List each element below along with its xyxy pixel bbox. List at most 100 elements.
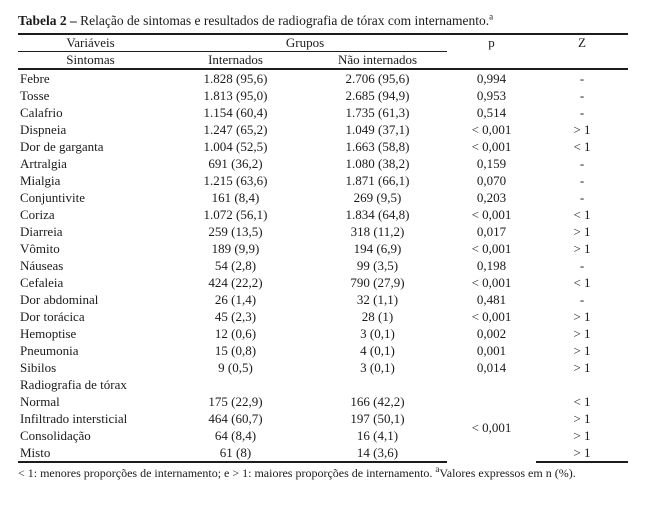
table-row-consolidacao: Consolidação 64 (8,4) 16 (4,1) > 1 (18, 427, 628, 444)
radiography-label: Infiltrado intersticial (20, 411, 128, 426)
table-title-number: Tabela 2 – (18, 13, 77, 28)
footnote-text-1: < 1: menores proporções de internamento;… (18, 466, 436, 480)
p-value-merged: < 0,001 (471, 420, 512, 435)
nao-internados-value: 14 (3,6) (308, 444, 447, 463)
nao-internados-value: 1.834 (64,8) (345, 207, 410, 222)
table-row-cefaleia: Cefaleia 424 (22,2) 790 (27,9) < 0,001 < 1 (18, 274, 628, 291)
p-value: 0,481 (476, 292, 507, 307)
z-value: < 1 (573, 275, 591, 290)
nao-internados-value: 318 (11,2) (350, 224, 405, 239)
z-value: > 1 (573, 122, 591, 137)
table-title-footnote-marker: a (489, 11, 494, 22)
internados-value: 26 (1,4) (214, 292, 257, 307)
footnote-marker: a (435, 464, 440, 474)
table-row-calafrio: Calafrio 1.154 (60,4) 1.735 (61,3) 0,514 - (18, 104, 628, 121)
z-value: - (579, 258, 585, 273)
nao-internados-value: 32 (1,1) (356, 292, 399, 307)
symptom-label: Tosse (20, 88, 50, 103)
header-variaveis: Variáveis (18, 34, 163, 52)
z-value: > 1 (573, 241, 591, 256)
table-header: Variáveis Grupos p Z Sintomas Internados… (18, 34, 628, 70)
nao-internados-value: 2.706 (95,6) (345, 71, 410, 86)
p-value: 0,203 (476, 190, 507, 205)
nao-internados-value: 1.080 (38,2) (345, 156, 410, 171)
nao-internados-value: 790 (27,9) (350, 275, 405, 290)
z-value: > 1 (573, 411, 591, 426)
symptom-label: Dor de garganta (20, 139, 104, 154)
table-row-sibilos: Sibilos 9 (0,5) 3 (0,1) 0,014 > 1 (18, 359, 628, 376)
p-value: < 0,001 (471, 275, 512, 290)
internados-value: 1.813 (95,0) (203, 88, 268, 103)
internados-value: 161 (8,4) (211, 190, 260, 205)
internados-value: 45 (2,3) (214, 309, 257, 324)
internados-value: 54 (2,8) (214, 258, 257, 273)
internados-value: 464 (60,7) (208, 411, 263, 426)
header-z: Z (536, 34, 628, 70)
internados-value: 61 (8) (163, 444, 308, 463)
nao-internados-value: 2.685 (94,9) (345, 88, 410, 103)
internados-value: 1.072 (56,1) (203, 207, 268, 222)
nao-internados-value: 1.735 (61,3) (345, 105, 410, 120)
header-row-columns: Sintomas Internados Não internados (18, 51, 628, 70)
z-value: - (579, 156, 585, 171)
p-value: 0,159 (476, 156, 507, 171)
radiography-label: Misto (18, 444, 163, 463)
p-value: < 0,001 (471, 309, 512, 324)
table-row-artralgia: Artralgia 691 (36,2) 1.080 (38,2) 0,159 - (18, 155, 628, 172)
table-title: Tabela 2 – Relação de sintomas e resulta… (18, 12, 628, 30)
symptom-label: Hemoptise (20, 326, 77, 341)
symptom-label: Pneumonia (20, 343, 79, 358)
internados-value: 1.247 (65,2) (203, 122, 268, 137)
page: Tabela 2 – Relação de sintomas e resulta… (18, 12, 628, 481)
table-row-tosse: Tosse 1.813 (95,0) 2.685 (94,9) 0,953 - (18, 87, 628, 104)
empty-cell (308, 376, 447, 393)
p-value: < 0,001 (471, 207, 512, 222)
table-row-misto: Misto 61 (8) 14 (3,6) > 1 (18, 444, 628, 463)
section-label: Radiografia de tórax (20, 377, 127, 392)
nao-internados-value: 197 (50,1) (350, 411, 405, 426)
nao-internados-value: 4 (0,1) (360, 343, 395, 358)
table-row-coriza: Coriza 1.072 (56,1) 1.834 (64,8) < 0,001 < 1 (18, 206, 628, 223)
internados-value: 189 (9,9) (211, 241, 260, 256)
internados-value: 259 (13,5) (208, 224, 263, 239)
z-value: > 1 (573, 326, 591, 341)
header-p: p (447, 34, 536, 70)
table-row-diarreia: Diarreia 259 (13,5) 318 (11,2) 0,017 > 1 (18, 223, 628, 240)
p-value: 0,001 (476, 343, 507, 358)
nao-internados-value: 1.049 (37,1) (345, 122, 410, 137)
table-row-vomito: Vômito 189 (9,9) 194 (6,9) < 0,001 > 1 (18, 240, 628, 257)
symptom-label: Diarreia (20, 224, 63, 239)
z-value: - (579, 88, 585, 103)
nao-internados-value: 166 (42,2) (350, 394, 405, 409)
symptom-label: Calafrio (20, 105, 63, 120)
radiography-label: Normal (20, 394, 60, 409)
p-value: 0,198 (476, 258, 507, 273)
p-value: < 0,001 (471, 241, 512, 256)
symptom-label: Sibilos (20, 360, 57, 375)
p-value: 0,070 (476, 173, 507, 188)
symptom-label: Dor torácica (20, 309, 85, 324)
p-value: < 0,001 (471, 139, 512, 154)
symptom-label: Artralgia (20, 156, 67, 171)
table-row-febre: Febre 1.828 (95,6) 2.706 (95,6) 0,994 - (18, 69, 628, 87)
table-title-text: Relação de sintomas e resultados de radi… (76, 13, 490, 28)
z-value: - (579, 105, 585, 120)
p-value: 0,994 (476, 71, 507, 86)
nao-internados-value: 3 (0,1) (360, 326, 395, 341)
z-value: > 1 (573, 360, 591, 375)
symptom-label: Cefaleia (20, 275, 64, 290)
z-value: > 1 (573, 309, 591, 324)
z-value: > 1 (573, 224, 591, 239)
nao-internados-value: 16 (4,1) (356, 428, 399, 443)
table-row-mialgia: Mialgia 1.215 (63,6) 1.871 (66,1) 0,070 - (18, 172, 628, 189)
symptom-label: Conjuntivite (20, 190, 85, 205)
table-row-pneumonia: Pneumonia 15 (0,8) 4 (0,1) 0,001 > 1 (18, 342, 628, 359)
table-row-dor-toracica: Dor torácica 45 (2,3) 28 (1) < 0,001 > 1 (18, 308, 628, 325)
p-value: < 0,001 (471, 122, 512, 137)
z-value: - (579, 190, 585, 205)
p-value: 0,953 (476, 88, 507, 103)
z-value: - (579, 71, 585, 86)
empty-cell (163, 376, 308, 393)
table-row-dispneia: Dispneia 1.247 (65,2) 1.049 (37,1) < 0,001 >… (18, 121, 628, 138)
table-footnote: < 1: menores proporções de internamento;… (18, 464, 628, 481)
